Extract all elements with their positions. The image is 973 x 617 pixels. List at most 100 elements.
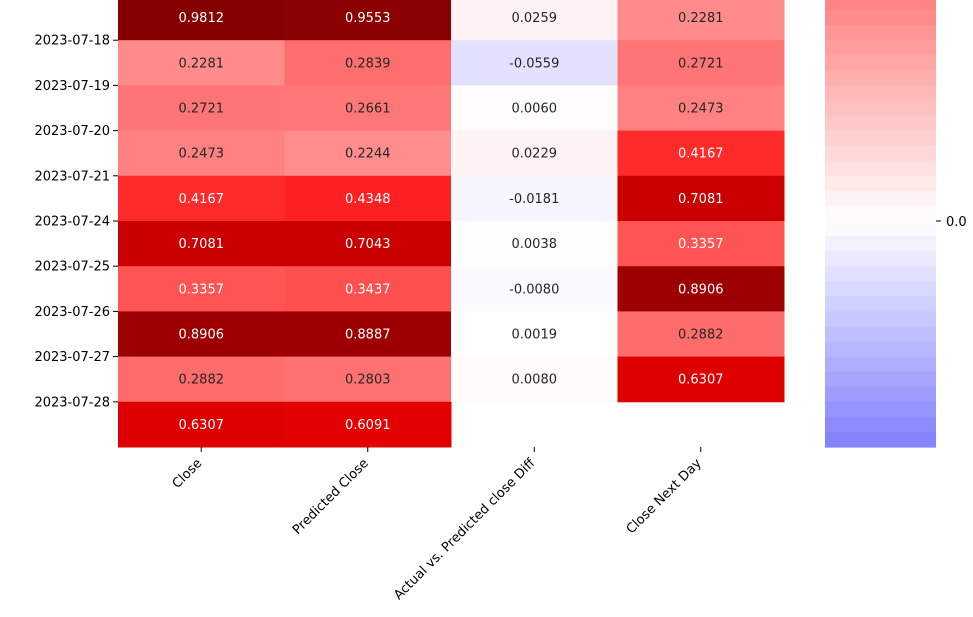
heatmap-cell-r1-c2 — [451, 40, 618, 86]
cell-value-label: 0.2473 — [678, 102, 724, 117]
cell-value-label: 0.4167 — [179, 192, 225, 207]
colorbar-segment — [825, 85, 936, 102]
colorbar-segment — [825, 326, 936, 343]
heatmap-cell-r7-c2 — [451, 311, 618, 358]
heatmap-cell-r6-c0 — [118, 266, 285, 312]
cell-value-label: 0.8887 — [345, 328, 391, 343]
colorbar-segment — [825, 100, 936, 117]
cell-value-label: 0.2803 — [345, 373, 391, 388]
heatmap-cell-r2-c2 — [451, 85, 618, 132]
heatmap-cell-r3-c0 — [118, 130, 285, 177]
cell-value-label: 0.2244 — [345, 147, 391, 162]
colorbar-segment — [825, 236, 936, 252]
heatmap-cell-r6-c2 — [451, 266, 618, 312]
heatmap-cell-r8-c0 — [118, 356, 285, 403]
cell-value-label: 0.4348 — [345, 192, 391, 207]
y-tick-label: 2023-07-18 — [34, 34, 110, 49]
cell-value-label: 0.0038 — [512, 237, 558, 252]
heatmap-cell-r8-c2 — [451, 356, 618, 403]
heatmap-cell-r3-c3 — [617, 130, 785, 177]
cell-value-label: 0.2882 — [678, 328, 724, 343]
colorbar-segment — [825, 416, 936, 433]
colorbar-tick-label: 0.0 — [946, 215, 967, 230]
colorbar-segment — [825, 175, 936, 192]
heatmap-cell-r7-c1 — [284, 311, 452, 358]
cell-value-label: 0.7043 — [345, 237, 391, 252]
cell-value-label: 0.0229 — [512, 147, 558, 162]
heatmap-cell-r1-c0 — [118, 40, 285, 86]
heatmap-cell-r4-c1 — [284, 175, 452, 222]
colorbar-segment — [825, 160, 936, 177]
heatmap-cell-r5-c3 — [617, 221, 785, 267]
colorbar-segment — [825, 221, 936, 237]
cell-value-label: -0.0080 — [509, 282, 559, 297]
heatmap-cell-r7-c0 — [118, 311, 285, 358]
cell-value-label: 0.6307 — [678, 373, 724, 388]
y-tick-label: 2023-07-27 — [34, 350, 110, 365]
cell-value-label: 0.0019 — [512, 328, 558, 343]
cell-value-label: 0.2281 — [179, 56, 225, 71]
heatmap-cell-r4-c0 — [118, 175, 285, 222]
cell-value-label: 0.3357 — [179, 282, 225, 297]
cell-value-label: 0.2661 — [345, 102, 391, 117]
heatmap-cell-r4-c3 — [617, 175, 785, 222]
colorbar-segment — [825, 431, 936, 448]
heatmap-cell-r9-c1 — [284, 401, 452, 448]
colorbar-segment — [825, 190, 936, 207]
cell-value-label: -0.0559 — [509, 56, 559, 71]
heatmap-cell-r6-c3 — [617, 266, 785, 312]
y-tick-label: 2023-07-24 — [34, 215, 110, 230]
cell-value-label: 0.2839 — [345, 56, 391, 71]
colorbar-segment — [825, 205, 936, 222]
colorbar-segment — [825, 296, 936, 312]
heatmap-cell-r0-c1 — [284, 0, 452, 41]
heatmap-cell-r8-c3 — [617, 356, 785, 403]
heatmap-cell-r0-c3 — [617, 0, 785, 41]
heatmap-cell-r5-c2 — [451, 221, 618, 267]
cell-value-label: 0.8906 — [179, 328, 225, 343]
colorbar-segment — [825, 0, 936, 11]
colorbar-segment — [825, 251, 936, 267]
y-tick-label: 2023-07-20 — [34, 124, 110, 139]
heatmap-cell-r2-c1 — [284, 85, 452, 132]
colorbar-segment — [825, 115, 936, 132]
heatmap-cell-r2-c0 — [118, 85, 285, 132]
heatmap-cell-r5-c1 — [284, 221, 452, 267]
cell-value-label: 0.7081 — [179, 237, 225, 252]
colorbar-segment — [825, 371, 936, 388]
colorbar-segment — [825, 401, 936, 418]
colorbar-segment — [825, 266, 936, 282]
heatmap-cell-r3-c2 — [451, 130, 618, 177]
colorbar-segment — [825, 130, 936, 147]
y-tick-label: 2023-07-25 — [34, 260, 110, 275]
cell-value-label: 0.2721 — [179, 102, 225, 117]
cell-value-label: 0.2281 — [678, 11, 724, 26]
colorbar-segment — [825, 70, 936, 86]
colorbar-segment — [825, 10, 936, 26]
cell-value-label: 0.4167 — [678, 147, 724, 162]
x-tick-label: Actual vs. Predicted close Diff — [391, 455, 539, 603]
heatmap-cell-r1-c3 — [617, 40, 785, 86]
colorbar-segment — [825, 40, 936, 56]
heatmap-cell-r0-c0 — [118, 0, 285, 41]
heatmap-cell-r1-c1 — [284, 40, 452, 86]
cell-value-label: 0.0080 — [512, 373, 558, 388]
cell-value-label: 0.7081 — [678, 192, 724, 207]
x-tick-label: Close Next Day — [624, 456, 705, 537]
cell-value-label: 0.8906 — [678, 282, 724, 297]
colorbar-segment — [825, 145, 936, 162]
heatmap-cell-r7-c3 — [617, 311, 785, 358]
cell-value-label: 0.0060 — [512, 102, 558, 117]
heatmap-cell-r2-c3 — [617, 85, 785, 132]
cell-value-label: 0.9812 — [179, 11, 225, 26]
colorbar-segment — [825, 281, 936, 297]
cell-value-label: 0.3437 — [345, 282, 391, 297]
colorbar-segment — [825, 311, 936, 328]
cell-value-label: 0.2473 — [179, 147, 225, 162]
colorbar-segment — [825, 386, 936, 403]
heatmap-cell-r3-c1 — [284, 130, 452, 177]
cell-value-label: 0.0259 — [512, 11, 558, 26]
colorbar-segment — [825, 341, 936, 358]
cell-value-label: 0.9553 — [345, 11, 391, 26]
heatmap-cell-r9-c0 — [118, 401, 285, 448]
